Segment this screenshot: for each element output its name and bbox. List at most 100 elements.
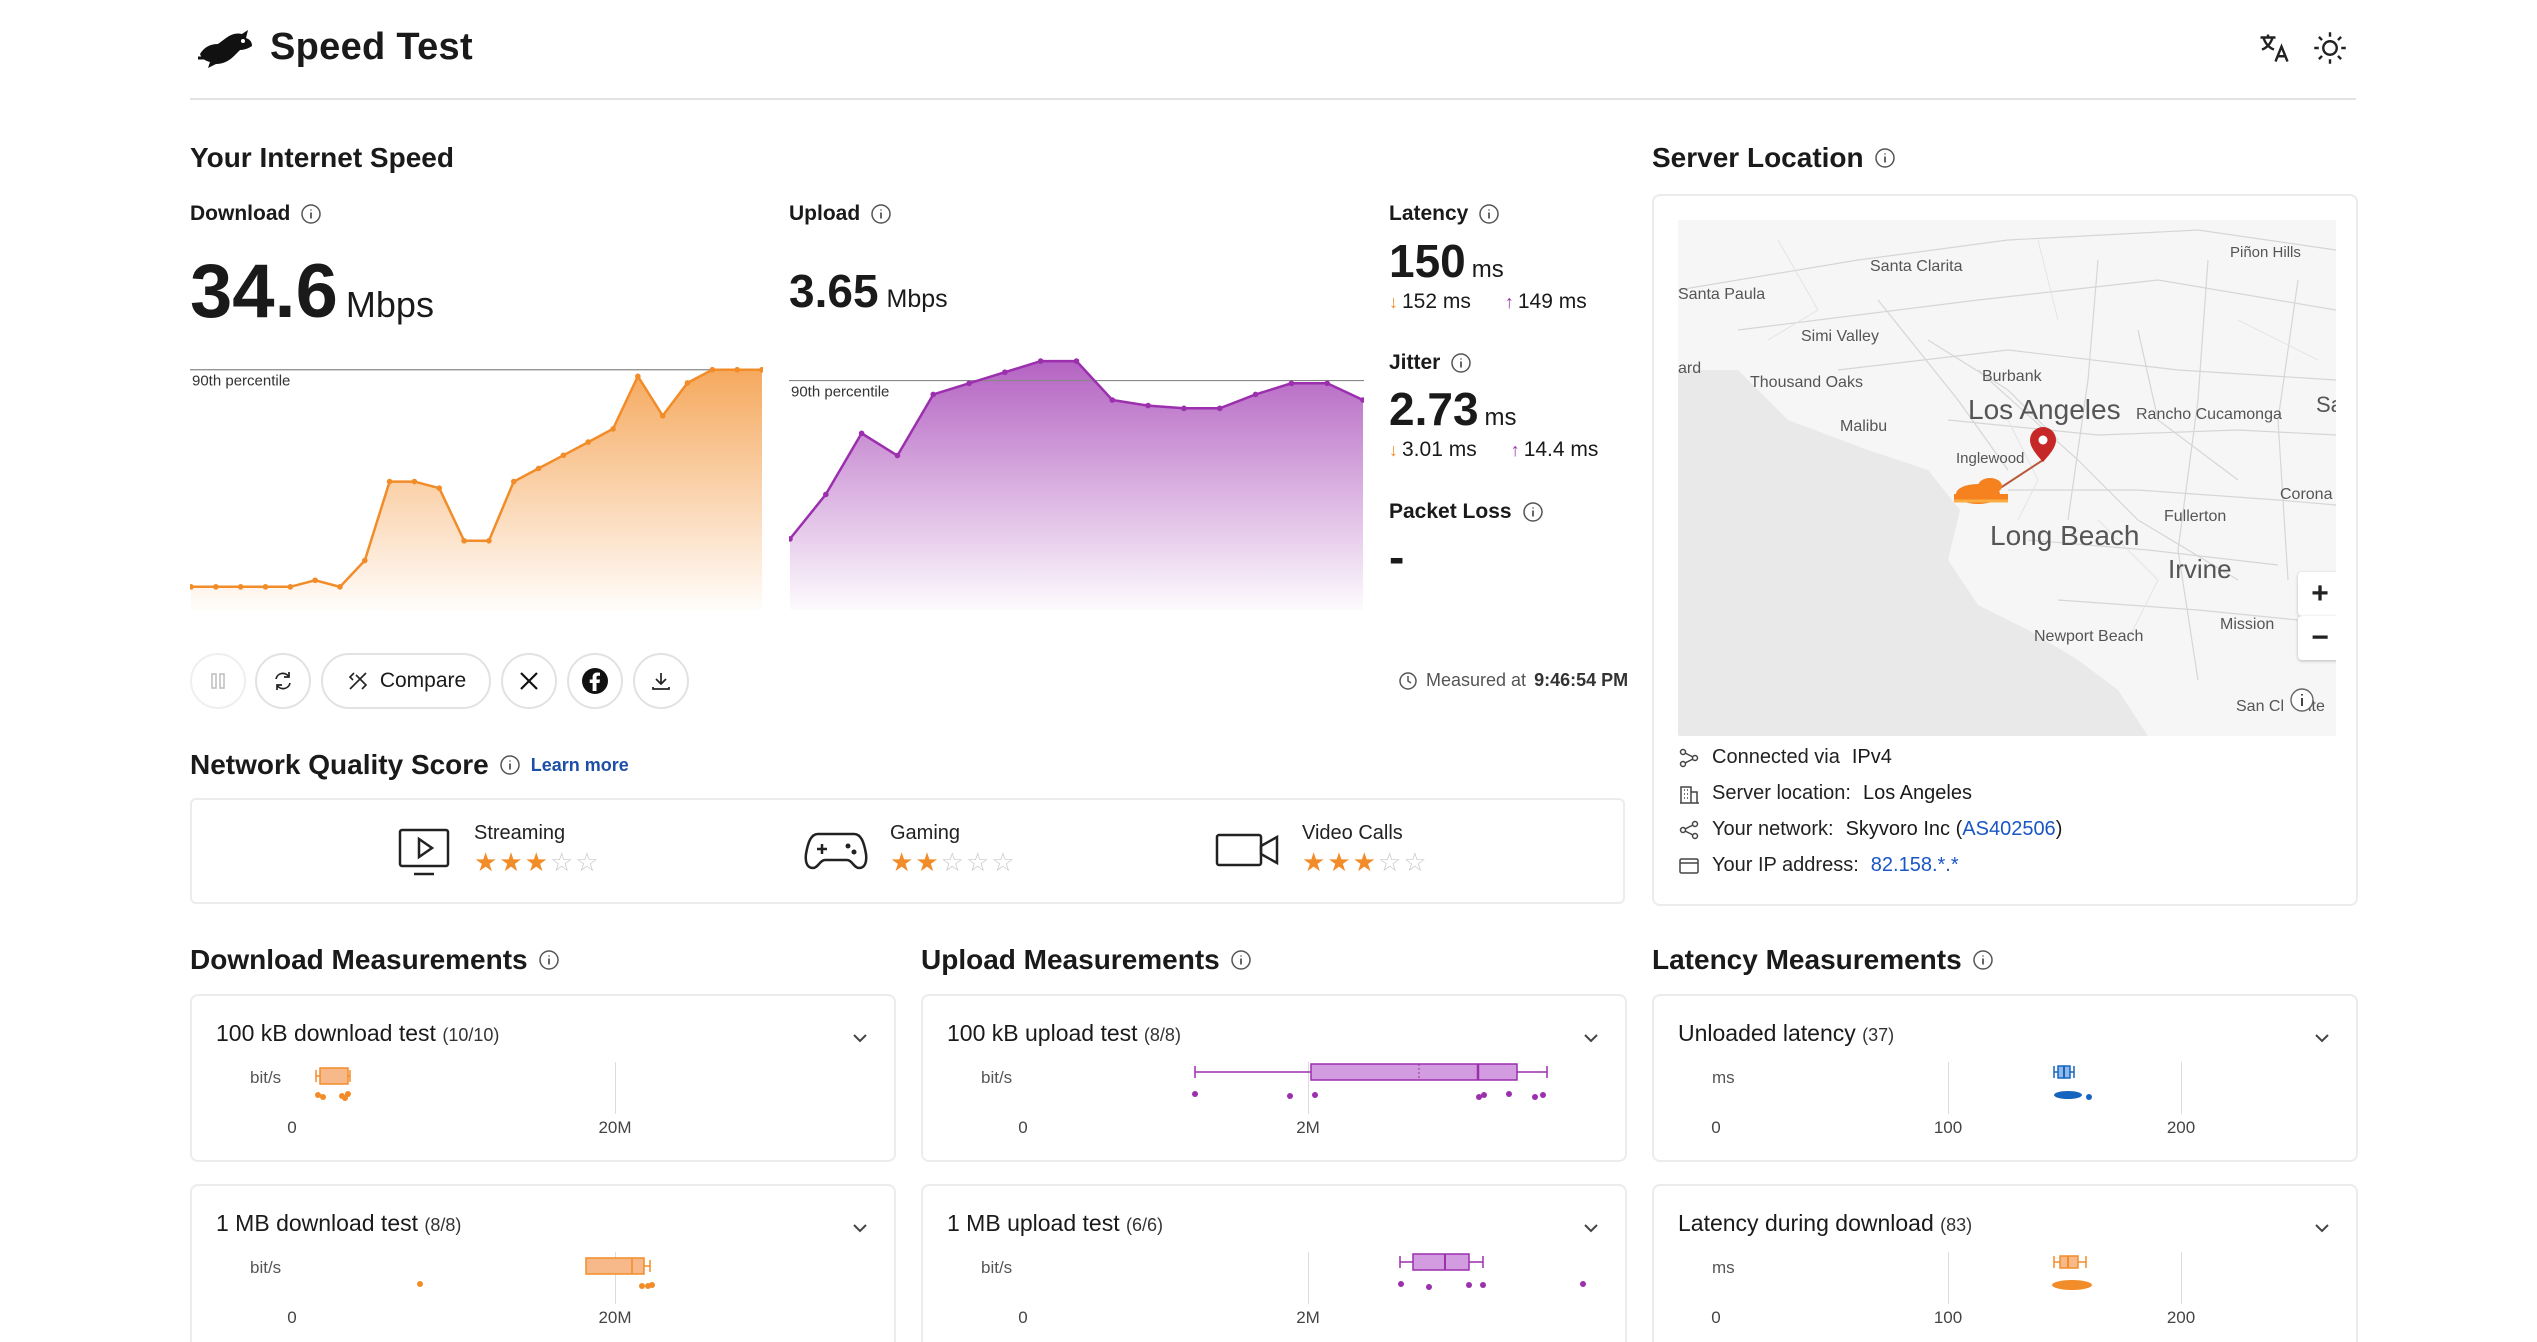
learn-more-link[interactable]: Learn more	[530, 754, 629, 775]
pause-button[interactable]	[190, 653, 246, 709]
info-icon[interactable]	[1874, 147, 1896, 169]
ip-address-value[interactable]: 82.158.*.*	[1870, 854, 1959, 876]
app-header: Speed Test	[190, 0, 2356, 100]
map-label: Long Beach	[1990, 520, 2140, 551]
measurement-card-unloaded-latency[interactable]: Unloaded latency (37) ms 0 100 200	[1652, 994, 2358, 1162]
measurement-card-1mb-download[interactable]: 1 MB download test (8/8) bit/s 0 20M	[190, 1184, 896, 1342]
info-icon[interactable]	[1522, 501, 1544, 523]
info-icon[interactable]	[1478, 203, 1500, 225]
info-icon[interactable]	[1230, 949, 1252, 971]
measurement-card-1mb-upload[interactable]: 1 MB upload test (6/6) bit/s 0 2M	[921, 1184, 1627, 1342]
box-plot	[1192, 1063, 1548, 1100]
latency-down: ↓ 152 ms	[1389, 290, 1471, 313]
measured-at: Measured at 9:46:54 PM	[1398, 670, 1628, 691]
chevron-down-icon[interactable]	[1579, 1026, 1603, 1050]
chevron-down-icon[interactable]	[2310, 1216, 2334, 1240]
server-location-row: Server location: Los Angeles	[1678, 782, 1972, 805]
data-point	[411, 478, 418, 485]
share-nodes-icon	[1679, 820, 1699, 839]
map-label: Sa	[2316, 392, 2336, 417]
data-point	[1216, 405, 1223, 412]
data-point	[1145, 402, 1151, 409]
compare-icon	[348, 672, 367, 690]
retest-button[interactable]	[255, 653, 311, 709]
share-facebook-button[interactable]	[567, 653, 623, 709]
data-point	[213, 584, 219, 590]
share-x-button[interactable]	[501, 653, 557, 709]
compare-button[interactable]: Compare	[321, 653, 491, 709]
chevron-down-icon[interactable]	[848, 1216, 872, 1240]
data-point	[1288, 380, 1295, 387]
star-filled-icon: ★	[524, 847, 550, 877]
star-empty-icon: ☆	[1403, 847, 1429, 877]
upload-measurements-title: Upload Measurements	[921, 944, 1252, 976]
data-point	[262, 584, 269, 590]
jitter-subvalues: ↓ 3.01 ms ↑ 14.4 ms	[1389, 438, 1598, 462]
area-fill	[191, 369, 762, 610]
data-point	[894, 452, 901, 459]
measurement-card-latency-during-download[interactable]: Latency during download (83) ms 0 100 20…	[1652, 1184, 2358, 1342]
info-icon[interactable]	[1972, 949, 1994, 971]
upload-value: 3.65 Mbps	[789, 265, 948, 317]
map-label: Fullerton	[2164, 508, 2227, 525]
sun-icon[interactable]	[2312, 30, 2348, 66]
zoom-in-button[interactable]: +	[2298, 572, 2336, 616]
data-point	[1181, 405, 1187, 412]
data-point	[858, 430, 865, 437]
info-icon[interactable]	[300, 203, 322, 225]
data-point	[486, 537, 492, 544]
data-point	[759, 366, 763, 373]
data-point	[237, 584, 244, 590]
data-point	[1360, 397, 1364, 403]
upload-label: Upload	[789, 202, 892, 226]
data-point	[386, 478, 393, 485]
map-label: Irvine	[2168, 554, 2232, 584]
map-label: Thousand Oaks	[1750, 374, 1863, 391]
measurement-card-100kb-download[interactable]: 100 kB download test (10/10) bit/s 0 20M	[190, 994, 896, 1162]
arrow-up-icon: ↑	[1504, 292, 1514, 312]
chevron-down-icon[interactable]	[848, 1026, 872, 1050]
data-point	[1073, 358, 1080, 364]
measurement-card-100kb-upload[interactable]: 100 kB upload test (8/8) bit/s 0 2M	[921, 994, 1627, 1162]
map-label: Corona	[2280, 486, 2333, 503]
quality-gaming: Gaming ★★☆☆☆	[804, 822, 1017, 878]
refresh-icon	[275, 672, 291, 690]
zoom-out-button[interactable]: −	[2298, 616, 2336, 660]
star-empty-icon: ☆	[965, 847, 992, 877]
latency-up: ↑ 149 ms	[1504, 290, 1587, 313]
data-point	[659, 412, 666, 419]
star-empty-icon: ☆	[940, 847, 966, 877]
info-icon[interactable]	[870, 203, 892, 225]
x-logo-icon	[520, 672, 538, 690]
packet-loss-label: Packet Loss	[1389, 500, 1544, 524]
server-map[interactable]: Piñon Hills Santa Clarita Santa Paula Si…	[1678, 220, 2336, 736]
data-point	[585, 439, 592, 445]
star-empty-icon: ☆	[991, 847, 1017, 877]
location-pin-icon	[2030, 427, 2056, 462]
box-plot	[417, 1257, 655, 1289]
packet-loss-value: -	[1389, 531, 1405, 583]
data-point	[966, 380, 972, 387]
chevron-down-icon[interactable]	[1579, 1216, 1603, 1240]
star-empty-icon: ☆	[575, 847, 601, 877]
data-point	[361, 557, 368, 564]
info-icon[interactable]	[1450, 352, 1472, 374]
latency-label: Latency	[1389, 202, 1500, 226]
info-icon[interactable]	[538, 949, 560, 971]
star-filled-icon: ★	[499, 847, 525, 877]
data-point	[510, 478, 517, 485]
quality-streaming: Streaming ★★★☆☆	[396, 822, 601, 878]
quality-video-calls: Video Calls ★★★☆☆	[1214, 822, 1429, 878]
map-label: Newport Beach	[2034, 628, 2144, 645]
chevron-down-icon[interactable]	[2310, 1026, 2334, 1050]
data-point	[461, 537, 467, 544]
map-attribution-icon[interactable]	[2288, 686, 2316, 714]
asn-link[interactable]: AS402506	[1962, 818, 2056, 840]
star-filled-icon: ★	[915, 847, 941, 877]
info-icon[interactable]	[499, 754, 521, 776]
translate-icon[interactable]	[2256, 30, 2292, 66]
server-location-title: Server Location	[1652, 142, 1896, 174]
download-results-button[interactable]	[633, 653, 689, 709]
connected-via: Connected via IPv4	[1678, 746, 1892, 769]
network-row: Your network: Skyvoro Inc (AS402506)	[1678, 818, 2062, 841]
